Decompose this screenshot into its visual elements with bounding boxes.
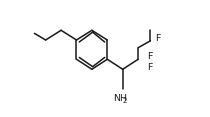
Text: F: F <box>155 34 160 43</box>
Text: 2: 2 <box>123 98 127 104</box>
Text: F: F <box>147 63 152 72</box>
Text: F: F <box>147 52 152 61</box>
Text: NH: NH <box>113 94 127 103</box>
